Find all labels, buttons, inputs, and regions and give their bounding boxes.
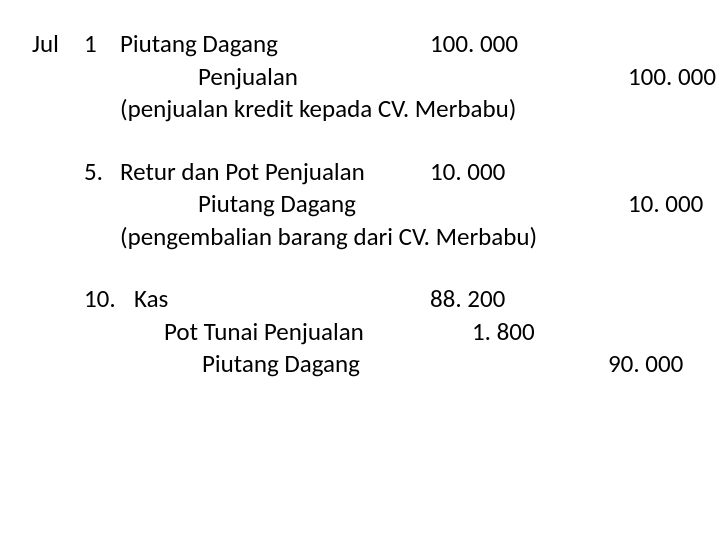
journal-line: Pot Tunai Penjualan 1. 800 (32, 316, 700, 349)
debit-amount: 100. 000 (430, 28, 550, 61)
day-label: 1 (84, 28, 120, 61)
journal-note: (penjualan kredit kepada CV. Merbabu) (32, 93, 700, 126)
day-label: 5. (84, 156, 120, 189)
journal-line: Jul 1 Piutang Dagang 100. 000 (32, 28, 700, 61)
day-label: 10. (84, 283, 134, 316)
account-name: Retur dan Pot Penjualan (120, 156, 430, 189)
account-name: Piutang Dagang (134, 348, 498, 381)
credit-amount: 10. 000 (628, 188, 703, 221)
journal-line: 5. Retur dan Pot Penjualan 10. 000 (32, 156, 700, 189)
journal-container: Jul 1 Piutang Dagang 100. 000 Penjualan … (0, 0, 720, 381)
journal-line: 10. Kas 88. 200 (32, 283, 700, 316)
account-name: Piutang Dagang (120, 28, 430, 61)
journal-line: Piutang Dagang 90. 000 (32, 348, 700, 381)
debit-amount: 1. 800 (460, 316, 582, 349)
journal-line: Penjualan 100. 000 (32, 61, 700, 94)
account-name: Penjualan (120, 61, 508, 94)
note-text: (penjualan kredit kepada CV. Merbabu) (120, 93, 516, 126)
debit-amount: 88. 200 (430, 283, 540, 316)
credit-amount: 100. 000 (628, 61, 716, 94)
debit-amount: 10. 000 (430, 156, 550, 189)
journal-entry: 5. Retur dan Pot Penjualan 10. 000 Piuta… (32, 156, 700, 254)
month-label: Jul (32, 28, 84, 61)
journal-line: Piutang Dagang 10. 000 (32, 188, 700, 221)
journal-entry: Jul 1 Piutang Dagang 100. 000 Penjualan … (32, 28, 700, 126)
credit-amount: 90. 000 (608, 348, 683, 381)
account-name: Pot Tunai Penjualan (134, 316, 460, 349)
journal-note: (pengembalian barang dari CV. Merbabu) (32, 221, 700, 254)
journal-entry: 10. Kas 88. 200 Pot Tunai Penjualan 1. 8… (32, 283, 700, 381)
note-text: (pengembalian barang dari CV. Merbabu) (120, 221, 537, 254)
account-name: Kas (134, 283, 430, 316)
account-name: Piutang Dagang (120, 188, 508, 221)
